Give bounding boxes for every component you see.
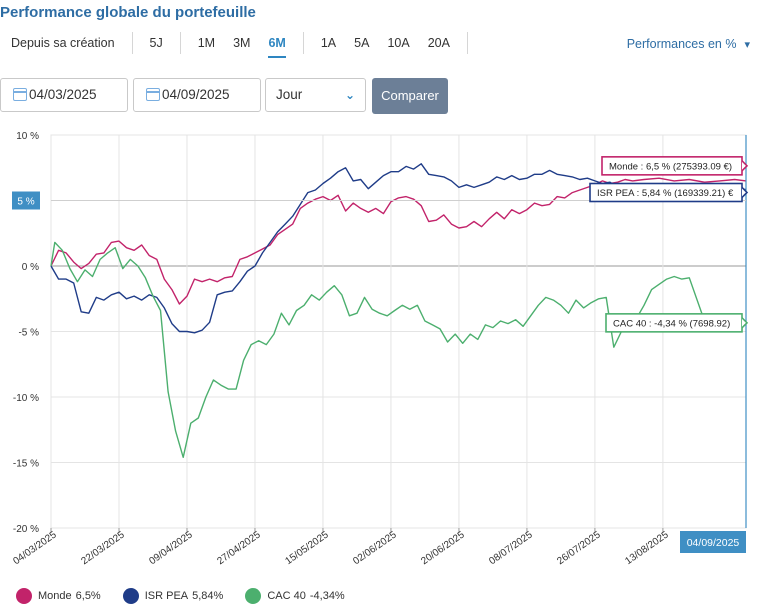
legend-item-isr-pea[interactable]: ISR PEA 5,84% [122,588,224,604]
performance-chart: 10 %5 %0 %-5 %-10 %-15 %-20 % 04/03/2025… [11,131,749,567]
series-line-isr_pea [50,163,747,334]
period-divider [302,32,304,54]
period-divider [131,32,133,54]
period-divider [466,32,468,54]
series-line-cac40 [50,241,747,458]
period-selector: Depuis sa création 5J 1M 3M 6M 1A 5A 10A… [0,32,476,58]
period-divider [179,32,181,54]
granularity-select[interactable]: Jour ⌄ [265,78,366,112]
y-tick-label: -10 % [13,393,39,404]
tooltip-text-isr_pea: ISR PEA : 5,84 % (169339.21) € [597,188,734,199]
tooltip-text-monde: Monde : 6,5 % (275393.09 €) [609,161,732,172]
series-line-monde [50,177,747,305]
start-date-input[interactable]: 04/03/2025 [0,78,128,112]
legend-item-cac40[interactable]: CAC 40 -4,34% [245,588,345,604]
legend-label-monde: Monde [38,590,72,602]
legend-dot-monde [16,588,32,604]
x-tick-label: 15/05/2025 [283,529,331,567]
chart-legend: Monde 6,5% ISR PEA 5,84% CAC 40 -4,34% [16,588,367,604]
tooltip-text-cac40: CAC 40 : -4,34 % (7698.92) [613,318,730,329]
period-5a[interactable]: 5A [354,36,370,50]
calendar-icon [13,88,27,101]
tooltip-pointer-cac40 [741,317,749,329]
legend-dot-isr-pea [122,588,139,604]
performance-mode-dropdown[interactable]: Performances en % ▾ [627,37,750,51]
y-tick-label: -5 % [18,328,39,339]
end-date-input[interactable]: 04/09/2025 [133,78,261,112]
x-tick-label: 27/04/2025 [215,529,263,567]
y-tick-label: -15 % [13,459,39,470]
x-axis: 04/03/2025 22/03/2025 09/04/2025 27/04/2025… [11,528,671,567]
y-tick-label: -20 % [13,524,39,535]
period-5j[interactable]: 5J [149,36,163,50]
tooltip-pointer-monde [741,160,749,172]
granularity-value: Jour [276,87,303,102]
x-tick-label: 02/06/2025 [351,529,399,567]
crosshair-overlay: 5 % 04/09/2025 Monde : 6,5 % (275393.09 €)… [12,135,749,553]
legend-label-cac40: CAC 40 [267,590,306,602]
period-1m[interactable]: 1M [197,36,216,50]
calendar-icon [146,88,160,101]
legend-dot-cac40 [245,588,262,604]
x-tick-label: 22/03/2025 [79,529,127,567]
compare-button[interactable]: Comparer [372,78,448,114]
period-20a[interactable]: 20A [427,36,450,50]
crosshair-x-label: 04/09/2025 [687,537,740,549]
legend-item-monde[interactable]: Monde 6,5% [16,588,101,604]
series-lines [50,163,747,458]
legend-label-isr-pea: ISR PEA [144,590,189,602]
y-tick-label: 0 % [22,262,39,273]
period-since-creation[interactable]: Depuis sa création [11,36,115,50]
x-tick-label: 08/07/2025 [487,529,535,567]
period-1a[interactable]: 1A [320,36,337,50]
legend-value-cac40: -4,34% [309,590,345,602]
legend-value-isr-pea: 5,84% [192,590,224,602]
legend-value-monde: 6,5% [75,590,101,602]
period-10a[interactable]: 10A [387,36,410,50]
performance-mode-label: Performances en % [626,37,737,51]
period-6m[interactable]: 6M [259,32,294,58]
crosshair-x-badge [680,531,746,553]
end-date-value: 04/09/2025 [162,87,230,102]
crosshair-y-label: 5 % [17,197,34,208]
chevron-down-icon: ⌄ [344,88,355,102]
x-tick-label: 09/04/2025 [147,529,195,567]
x-tick-label: 13/08/2025 [623,529,671,567]
page-title: Performance globale du portefeuille [0,4,256,21]
crosshair-y-badge [12,191,40,210]
x-tick-label: 26/07/2025 [555,529,603,567]
x-tick-label: 20/06/2025 [419,529,467,567]
y-tick-label: 10 % [16,131,39,142]
start-date-value: 04/03/2025 [29,87,97,102]
chevron-down-icon: ▾ [744,39,750,51]
period-3m[interactable]: 3M [233,36,251,50]
tooltip-pointer-isr_pea [741,186,749,199]
